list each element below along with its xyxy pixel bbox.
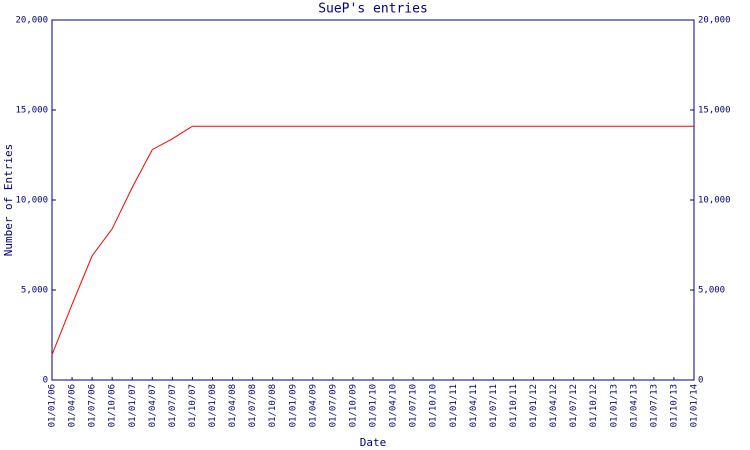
- plot-frame: [51, 19, 695, 381]
- x-tick-label: 01/04/09: [308, 384, 318, 427]
- x-tick-label: 01/01/14: [690, 384, 700, 427]
- x-tick-label: 01/04/11: [469, 384, 479, 427]
- x-tick-label: 01/10/08: [268, 384, 278, 427]
- y-tick-label: 20,000: [15, 16, 48, 26]
- x-tick-label: 01/10/11: [509, 384, 519, 427]
- y-tick-label: 0: [43, 376, 48, 386]
- x-tick-label: 01/04/10: [389, 384, 399, 427]
- y2-tick-label: 15,000: [698, 106, 731, 116]
- data-line: [51, 125, 694, 355]
- x-axis-label: Date: [360, 436, 387, 449]
- y2-tick-label: 0: [698, 376, 703, 386]
- x-tick-label: 01/01/13: [609, 384, 619, 427]
- x-tick-label: 01/07/06: [88, 384, 98, 427]
- chart-title: SueP's entries: [318, 2, 428, 17]
- x-tick-label: 01/04/12: [549, 384, 559, 427]
- x-tick-label: 01/10/09: [348, 384, 358, 427]
- x-tick-label: 01/04/07: [148, 384, 158, 427]
- x-tick-label: 01/10/06: [108, 384, 118, 427]
- x-tick-label: 01/07/11: [489, 384, 499, 427]
- x-tick-label: 01/01/11: [449, 384, 459, 427]
- x-tick-label: 01/10/10: [429, 384, 439, 427]
- x-tick-label: 01/01/09: [288, 384, 298, 427]
- x-tick-label: 01/04/08: [228, 384, 238, 427]
- x-tick-label: 01/01/06: [48, 384, 58, 427]
- x-tick-label: 01/01/08: [208, 384, 218, 427]
- y2-tick-label: 20,000: [698, 16, 731, 26]
- x-tick-label: 01/10/13: [669, 384, 679, 427]
- x-tick-label: 01/07/12: [569, 384, 579, 427]
- y2-tick-label: 10,000: [698, 196, 731, 206]
- x-tick-label: 01/04/13: [629, 384, 639, 427]
- x-tick-label: 01/07/07: [168, 384, 178, 427]
- y-axis-label: Number of Entries: [2, 144, 15, 257]
- x-tick-label: 01/01/10: [369, 384, 379, 427]
- x-tick-label: 01/07/08: [248, 384, 258, 427]
- x-tick-label: 01/10/07: [188, 384, 198, 427]
- x-tick-label: 01/01/07: [128, 384, 138, 427]
- y-tick-label: 10,000: [15, 196, 48, 206]
- y2-tick-label: 5,000: [698, 286, 725, 296]
- x-tick-label: 01/07/13: [649, 384, 659, 427]
- x-tick-label: 01/04/06: [68, 384, 78, 427]
- x-tick-label: 01/07/10: [409, 384, 419, 427]
- x-tick-label: 01/01/12: [529, 384, 539, 427]
- x-tick-label: 01/10/12: [589, 384, 599, 427]
- y-tick-label: 5,000: [21, 286, 48, 296]
- x-tick-label: 01/07/09: [328, 384, 338, 427]
- y-tick-label: 15,000: [15, 106, 48, 116]
